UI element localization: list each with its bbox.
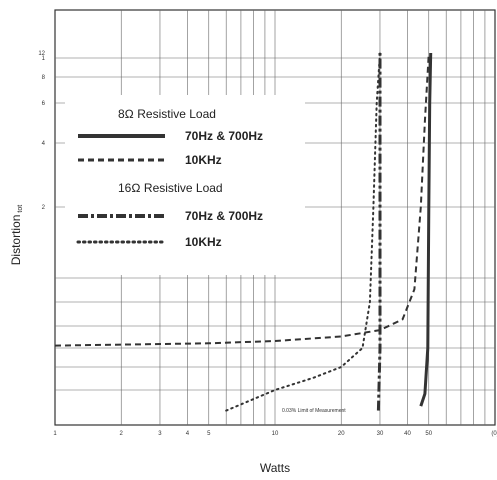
y-tick-label: 4 (42, 141, 46, 147)
x-axis-title: Watts (260, 461, 290, 475)
x-tick-label: 4 (186, 431, 190, 437)
x-tick-label: 2 (120, 431, 124, 437)
annotation-limit-of-measurement: 0.03% Limit of Measurement (282, 408, 346, 414)
legend-label: 10KHz (185, 153, 222, 167)
svg-text:Distortiontot: Distortiontot (9, 205, 24, 266)
x-tick-label: 1 (53, 431, 57, 437)
series-line-0 (419, 52, 433, 407)
x-tick-label: 5 (207, 431, 211, 437)
y-tick-label: 8 (42, 75, 46, 81)
x-tick-label: 40 (404, 431, 411, 437)
legend-label: 70Hz & 700Hz (185, 129, 263, 143)
x-tick-label: (0) (491, 431, 497, 437)
series-line-2 (376, 53, 382, 411)
legend-group-heading: 8Ω Resistive Load (118, 107, 216, 121)
legend: 8Ω Resistive Load 70Hz & 700Hz 10KHz 16Ω Re… (65, 95, 305, 275)
x-tick-label: 3 (158, 431, 162, 437)
y-tick-label: 6 (42, 101, 46, 107)
x-tick-label: 10 (272, 431, 279, 437)
x-tick-label: 30 (377, 431, 384, 437)
x-tick-label: 50 (425, 431, 432, 437)
y-tick-label: 12 (38, 51, 45, 57)
legend-group-heading: 16Ω Resistive Load (118, 181, 223, 195)
series-layer (54, 52, 433, 412)
series-line-3 (225, 52, 381, 412)
legend-background (65, 95, 305, 275)
y-axis-title: Distortiontot (9, 205, 24, 266)
legend-label: 10KHz (185, 235, 222, 249)
y-tick-label: 2 (42, 205, 46, 211)
y-tick-label: 1 (42, 56, 46, 62)
x-tick-label: 20 (338, 431, 345, 437)
legend-label: 70Hz & 700Hz (185, 209, 263, 223)
